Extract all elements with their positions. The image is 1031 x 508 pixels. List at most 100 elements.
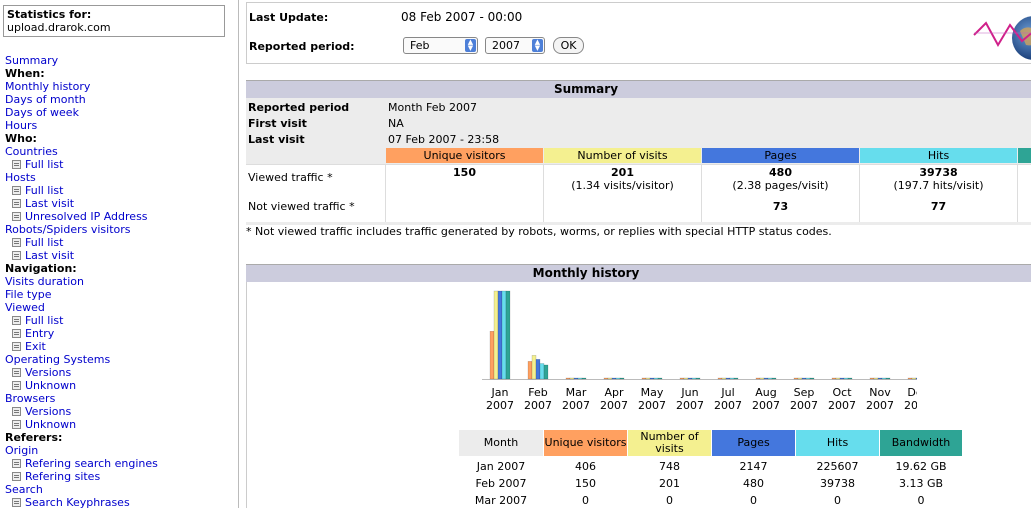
last-visit-label: Last visit [248,133,305,146]
table-cell: Feb 2007 [475,477,527,490]
sidebar-item-summary[interactable]: Summary [5,54,235,67]
ok-button[interactable]: OK [553,37,584,54]
x-tick-year: 2007 [600,399,628,412]
sidebar-item-label: Refering sites [25,470,101,483]
bar-pages-nov [877,377,883,380]
list-icon [12,315,21,325]
sidebar-item-viewed-exit[interactable]: Exit [5,340,235,353]
bar-hits-feb [539,363,545,380]
sidebar-item-robots[interactable]: Robots/Spiders visitors [5,223,235,236]
sidebar-item-robots-full-list[interactable]: Full list [5,236,235,249]
sidebar-item-days-of-week[interactable]: Days of week [5,106,235,119]
bar-number-of-visits-jun [683,377,689,380]
sidebar-item-countries-full-list[interactable]: Full list [5,158,235,171]
list-icon [12,419,21,429]
list-icon [12,497,21,507]
sidebar-item-browser-versions[interactable]: Versions [5,405,235,418]
list-icon [12,471,21,481]
bar-pages-jun [687,377,693,380]
table-cell: 0 [750,494,757,507]
bar-number-of-visits-dec [911,377,917,380]
month-select[interactable]: Feb ▲ ▼ [403,37,478,54]
sidebar-item-hosts-last-visit[interactable]: Last visit [5,197,235,210]
sidebar-item-viewed-entry[interactable]: Entry [5,327,235,340]
x-tick-month: Sep [794,386,815,399]
first-visit-value: NA [388,117,404,130]
bar-bandwidth-gb--may [657,377,663,380]
table-cell: 225607 [816,460,859,473]
sidebar-item-hosts[interactable]: Hosts [5,171,235,184]
monthly-col-pages: Pages [712,430,795,456]
sidebar-item-robots-last-visit[interactable]: Last visit [5,249,235,262]
monthly-history-title: Monthly history [532,266,640,280]
sidebar-item-visits-duration[interactable]: Visits duration [5,275,235,288]
bar-hits-oct [843,377,849,380]
sidebar-item-browser-unknown[interactable]: Unknown [5,418,235,431]
list-icon [12,367,21,377]
bar-pages-aug [763,377,769,380]
bar-bandwidth-gb--jun [695,377,701,380]
sidebar-item-os-versions[interactable]: Versions [5,366,235,379]
sidebar-item-label: Unresolved IP Address [25,210,148,223]
year-select-value: 2007 [492,39,520,52]
table-cell: 150 [575,477,596,490]
viewed-hits: 39738 [919,166,958,179]
sidebar-item-label: Viewed [5,301,45,314]
sidebar-item-viewed-full-list[interactable]: Full list [5,314,235,327]
sidebar-item-label: Search [5,483,43,496]
sidebar-item-file-type[interactable]: File type [5,288,235,301]
sidebar-item-viewed[interactable]: Viewed [5,301,235,314]
sidebar-item-browsers[interactable]: Browsers [5,392,235,405]
bar-pages-feb [535,359,541,380]
sidebar-item-operating-systems[interactable]: Operating Systems [5,353,235,366]
bar-number-of-visits-sep [797,377,803,380]
x-tick-year: 2007 [714,399,742,412]
sidebar-item-refering-sites[interactable]: Refering sites [5,470,235,483]
x-tick-year: 2007 [790,399,818,412]
viewed-pages: 480 [769,166,792,179]
monthly-col-unique-label: Unique visitors [544,436,627,449]
sidebar-item-label: Who: [5,132,37,145]
monthly-history-chart: Jan2007Feb2007Mar2007Apr2007May2007Jun20… [482,290,917,412]
monthly-col-month-label: Month [483,436,519,449]
select-arrows-icon: ▲ ▼ [465,39,476,52]
first-visit-label: First visit [248,117,307,130]
sidebar-item-label: When: [5,67,45,80]
sidebar-item-hosts-full-list[interactable]: Full list [5,184,235,197]
bar-bandwidth-gb--feb [543,364,549,380]
sidebar-item-unresolved-ip[interactable]: Unresolved IP Address [5,210,235,223]
sidebar-item-hours[interactable]: Hours [5,119,235,132]
year-select[interactable]: 2007 ▲ ▼ [485,37,545,54]
table-cell: 0 [917,494,925,507]
sidebar-item-origin[interactable]: Origin [5,444,235,457]
sidebar-item-label: Operating Systems [5,353,111,366]
sidebar-item-label: Hours [5,119,38,132]
monthly-col-bandwidth: Bandwidth [880,430,962,456]
sidebar-item-when: When: [5,67,235,80]
last-update-label: Last Update: [249,11,329,24]
left-frame: Statistics for: upload.drarok.com Summar… [0,0,239,508]
sidebar-item-search-engines[interactable]: Refering search engines [5,457,235,470]
sidebar-item-search-keyphrases[interactable]: Search Keyphrases [5,496,235,508]
sidebar-item-label: Search Keyphrases [25,496,130,508]
list-icon [12,211,21,221]
viewed-hits-sub: (197.7 hits/visit) [893,179,984,192]
x-tick-year: 2007 [828,399,856,412]
sidebar-item-days-of-month[interactable]: Days of month [5,93,235,106]
sidebar-item-monthly-history[interactable]: Monthly history [5,80,235,93]
bar-unique-visitors-nov [869,377,875,380]
sidebar-item-os-unknown[interactable]: Unknown [5,379,235,392]
sidebar-item-label: Navigation: [5,262,77,275]
bar-pages-dec [915,377,917,380]
table-cell: Mar 2007 [474,494,528,507]
monthly-col-hits: Hits [796,430,879,456]
not-viewed-traffic-row [246,194,1031,222]
bar-bandwidth-gb--nov [885,377,891,380]
table-cell: Jan 2007 [476,460,526,473]
table-cell: 0 [834,494,841,507]
sidebar-item-search[interactable]: Search [5,483,235,496]
x-tick-year: 2007 [904,399,917,412]
x-tick-year: 2007 [638,399,666,412]
sidebar-item-label: Summary [5,54,59,67]
sidebar-item-countries[interactable]: Countries [5,145,235,158]
